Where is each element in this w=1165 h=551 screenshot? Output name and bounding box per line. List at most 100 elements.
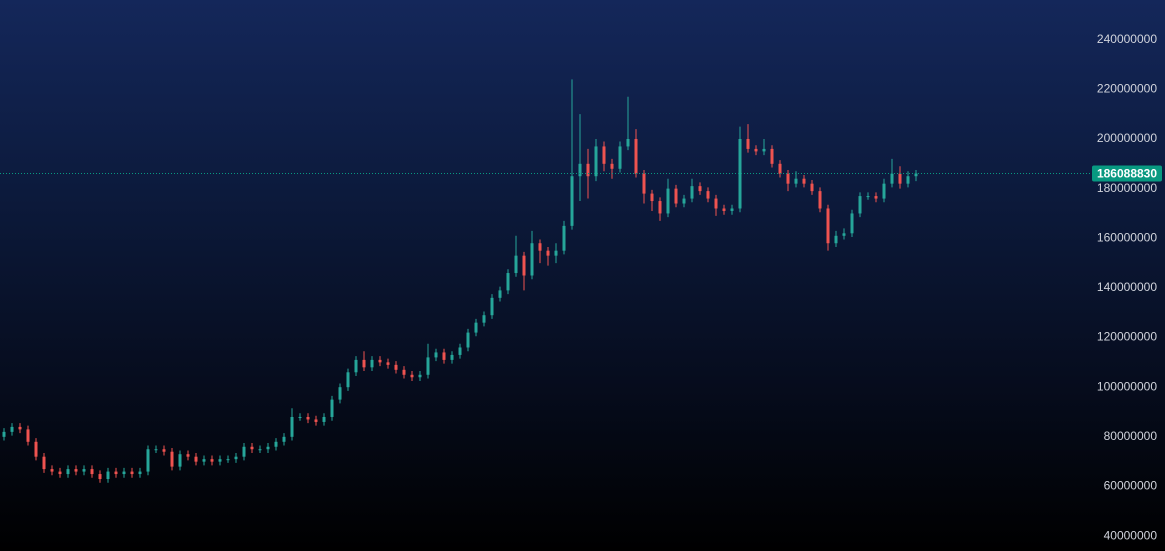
y-tick-label: 240000000 — [1097, 32, 1157, 46]
candle-body — [50, 469, 54, 472]
candle-body — [314, 419, 318, 422]
candle-body — [418, 374, 422, 378]
candle-body — [114, 471, 118, 475]
y-tick-label: 220000000 — [1097, 82, 1157, 96]
candle-body — [530, 243, 534, 276]
candle-body — [226, 459, 230, 461]
y-tick-label: 180000000 — [1097, 181, 1157, 195]
candle-body — [642, 173, 646, 194]
candle-body — [674, 188, 678, 204]
candle-body — [858, 196, 862, 214]
candle-body — [34, 441, 38, 457]
candle-body — [442, 352, 446, 360]
candle-body — [578, 163, 582, 177]
candle-body — [746, 138, 750, 149]
candle-body — [186, 454, 190, 457]
candle-body — [610, 163, 614, 169]
candle-body — [466, 332, 470, 348]
y-tick-label: 140000000 — [1097, 280, 1157, 294]
candle-body — [394, 364, 398, 370]
candle-body — [146, 449, 150, 472]
candle-body — [242, 446, 246, 457]
candle-body — [698, 186, 702, 192]
y-tick-label: 40000000 — [1104, 528, 1158, 542]
candle-body — [202, 459, 206, 462]
y-tick-label: 120000000 — [1097, 330, 1157, 344]
y-tick-label: 160000000 — [1097, 230, 1157, 244]
candle-body — [282, 436, 286, 442]
candle-body — [834, 235, 838, 244]
candle-body — [2, 431, 6, 437]
candle-body — [618, 146, 622, 169]
y-tick-label: 100000000 — [1097, 379, 1157, 393]
candle-body — [826, 208, 830, 244]
candle-body — [818, 191, 822, 209]
candle-body — [18, 426, 22, 430]
candle-body — [178, 454, 182, 467]
candle-body — [762, 148, 766, 152]
last-price-label: 186088830 — [1097, 167, 1157, 181]
candle-body — [810, 183, 814, 192]
candle-body — [594, 146, 598, 177]
candle-body — [74, 469, 78, 472]
candle-body — [210, 459, 214, 462]
candle-body — [754, 148, 758, 152]
candle-body — [586, 163, 590, 177]
candle-body — [322, 416, 326, 422]
candle-body — [218, 459, 222, 462]
candle-body — [42, 456, 46, 470]
candle-body — [538, 243, 542, 251]
candle-body — [874, 196, 878, 199]
candle-body — [842, 233, 846, 236]
candle-body — [378, 359, 382, 363]
candle-body — [850, 213, 854, 234]
candle-body — [562, 225, 566, 251]
candle-body — [882, 183, 886, 199]
candle-body — [130, 471, 134, 475]
candle-body — [306, 416, 310, 420]
last-price-badge — [1092, 165, 1162, 182]
candle-body — [738, 138, 742, 209]
candle-body — [482, 315, 486, 323]
candle-body — [506, 273, 510, 291]
candle-body — [722, 208, 726, 211]
candle-body — [690, 186, 694, 199]
candle-body — [658, 201, 662, 214]
candle-body — [546, 250, 550, 256]
candle-body — [450, 354, 454, 360]
candle-body — [554, 250, 558, 256]
candle-body — [90, 469, 94, 475]
candle-body — [362, 359, 366, 368]
candle-body — [258, 449, 262, 451]
candle-body — [778, 163, 782, 174]
candle-body — [10, 426, 14, 432]
candle-body — [298, 416, 302, 418]
candle-body — [490, 297, 494, 316]
candle-body — [914, 173, 918, 177]
y-tick-label: 80000000 — [1104, 429, 1158, 443]
candle-body — [386, 362, 390, 365]
candle-body — [802, 178, 806, 184]
candle-body — [122, 471, 126, 475]
candle-body — [58, 471, 62, 475]
candle-body — [370, 359, 374, 368]
candle-body — [730, 208, 734, 211]
candle-body — [666, 188, 670, 214]
candle-body — [682, 198, 686, 204]
candle-body — [66, 469, 70, 475]
candle-body — [170, 451, 174, 467]
candle-body — [714, 198, 718, 209]
candle-body — [434, 352, 438, 358]
candle-body — [354, 359, 358, 373]
candle-body — [234, 456, 238, 460]
candle-body — [866, 196, 870, 198]
candle-body — [706, 191, 710, 199]
y-tick-label: 60000000 — [1104, 479, 1158, 493]
candle-body — [82, 469, 86, 472]
candle-body — [570, 176, 574, 226]
candle-body — [26, 429, 30, 442]
candle-body — [786, 173, 790, 184]
candle-body — [906, 176, 910, 184]
